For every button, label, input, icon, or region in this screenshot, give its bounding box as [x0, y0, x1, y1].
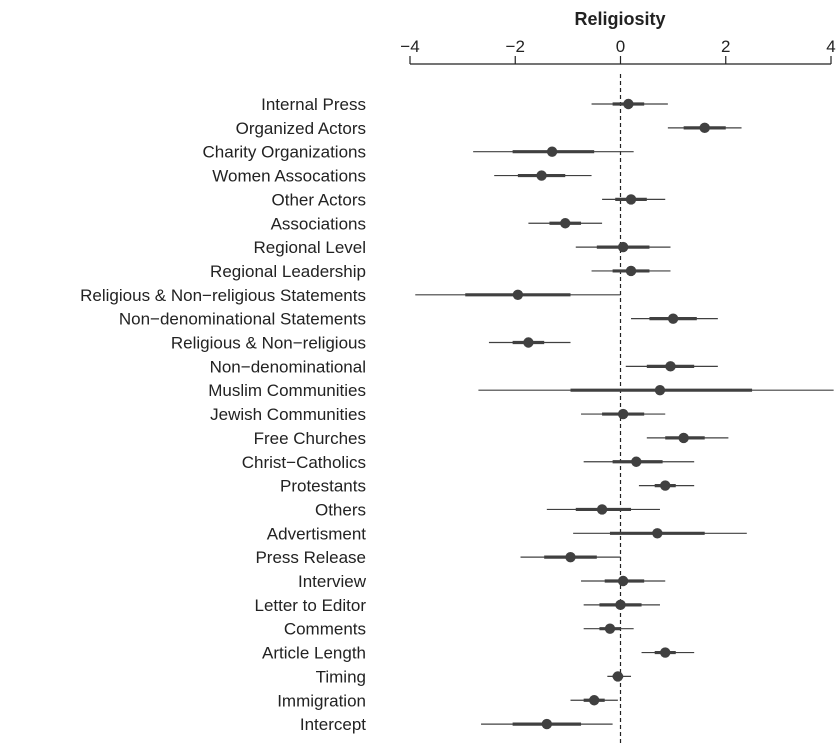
- category-label: Letter to Editor: [254, 596, 366, 615]
- point-estimate: [617, 241, 629, 253]
- point-estimate: [665, 361, 676, 372]
- category-label: Timing: [316, 667, 366, 686]
- category-label: Advertisment: [267, 524, 366, 543]
- coefficient-row: Internal Press: [261, 95, 668, 114]
- category-label: Jewish Communities: [210, 405, 366, 424]
- category-label: Religious & Non−religious Statements: [80, 286, 366, 305]
- coefficient-row: Letter to Editor: [254, 596, 660, 615]
- point-estimate: [546, 146, 558, 157]
- point-estimate: [615, 599, 626, 611]
- coefficient-row: Non−denominational: [210, 357, 718, 376]
- coefficient-row: Free Churches: [254, 429, 729, 448]
- coefficient-row: Immigration: [277, 691, 618, 710]
- point-estimate: [512, 289, 524, 300]
- point-estimate: [588, 695, 600, 706]
- coefficient-row: Other Actors: [272, 190, 666, 209]
- point-estimate: [631, 456, 642, 467]
- point-estimate: [617, 575, 629, 587]
- point-estimate: [667, 313, 679, 324]
- point-estimate: [699, 122, 710, 134]
- category-label: Interview: [298, 572, 367, 591]
- point-estimate: [560, 218, 571, 229]
- coefficient-row: Intercept: [300, 715, 613, 734]
- category-label: Women Assocations: [212, 167, 366, 186]
- point-estimate: [612, 671, 624, 682]
- category-label: Non−denominational Statements: [119, 310, 366, 329]
- category-label: Protestants: [280, 477, 366, 496]
- category-label: Others: [315, 500, 366, 519]
- coefficient-row: Religious & Non−religious: [171, 334, 571, 353]
- coefficient-row: Muslim Communities: [208, 381, 834, 400]
- point-estimate: [654, 385, 666, 396]
- category-label: Associations: [271, 214, 366, 233]
- coefficient-row: Religious & Non−religious Statements: [80, 286, 621, 305]
- coefficient-row: Associations: [271, 214, 603, 233]
- category-label: Comments: [284, 620, 366, 639]
- point-estimate: [660, 647, 671, 658]
- point-estimate: [678, 432, 689, 444]
- coefficient-row: Article Length: [262, 644, 695, 663]
- point-estimate: [625, 194, 637, 205]
- point-estimate: [652, 528, 663, 539]
- coefficient-row: Comments: [284, 620, 634, 639]
- category-label: Article Length: [262, 644, 366, 663]
- category-label: Internal Press: [261, 95, 366, 114]
- x-tick-label: 0: [616, 37, 625, 56]
- category-label: Organized Actors: [236, 119, 366, 138]
- category-label: Regional Level: [254, 238, 366, 257]
- coefficient-row: Regional Leadership: [210, 262, 671, 281]
- category-label: Regional Leadership: [210, 262, 366, 281]
- point-estimate: [596, 504, 608, 515]
- coefficient-row: Organized Actors: [236, 119, 742, 138]
- coefficient-row: Advertisment: [267, 524, 747, 543]
- x-tick-label: −4: [400, 37, 419, 56]
- coefficient-row: Christ−Catholics: [242, 453, 695, 472]
- x-tick-label: −2: [506, 37, 525, 56]
- point-estimate: [541, 718, 553, 730]
- coefficient-row: Others: [315, 500, 660, 519]
- coefficient-row: Timing: [316, 667, 632, 686]
- coefficient-row: Protestants: [280, 477, 695, 496]
- coefficient-row: Non−denominational Statements: [119, 310, 718, 329]
- point-estimate: [660, 480, 671, 491]
- point-estimate: [604, 623, 616, 634]
- coefficient-row: Women Assocations: [212, 167, 592, 186]
- point-estimate: [565, 551, 576, 563]
- chart-title: Religiosity: [574, 9, 665, 29]
- point-estimate: [536, 170, 547, 181]
- coefficient-row: Jewish Communities: [210, 405, 666, 424]
- category-label: Press Release: [255, 548, 366, 567]
- x-tick-label: 4: [826, 37, 835, 56]
- category-label: Immigration: [277, 691, 366, 710]
- point-estimate: [625, 265, 637, 277]
- point-estimate: [617, 408, 629, 420]
- category-label: Christ−Catholics: [242, 453, 366, 472]
- category-label: Charity Organizations: [203, 143, 366, 162]
- category-label: Intercept: [300, 715, 366, 734]
- category-label: Non−denominational: [210, 357, 366, 376]
- coefficient-row: Press Release: [255, 548, 621, 567]
- category-label: Muslim Communities: [208, 381, 366, 400]
- category-label: Other Actors: [272, 190, 366, 209]
- coefficient-row: Charity Organizations: [203, 143, 634, 162]
- category-label: Religious & Non−religious: [171, 334, 366, 353]
- x-axis: −4 −2 0 2 4: [400, 37, 836, 65]
- coefficient-row: Interview: [298, 572, 666, 591]
- point-estimate: [523, 337, 534, 348]
- coefficient-rows: Internal Press Organized Actors Charity Or…: [80, 95, 834, 734]
- point-estimate: [623, 98, 634, 110]
- category-label: Free Churches: [254, 429, 366, 448]
- x-tick-label: 2: [721, 37, 730, 56]
- coefficient-row: Regional Level: [254, 238, 671, 257]
